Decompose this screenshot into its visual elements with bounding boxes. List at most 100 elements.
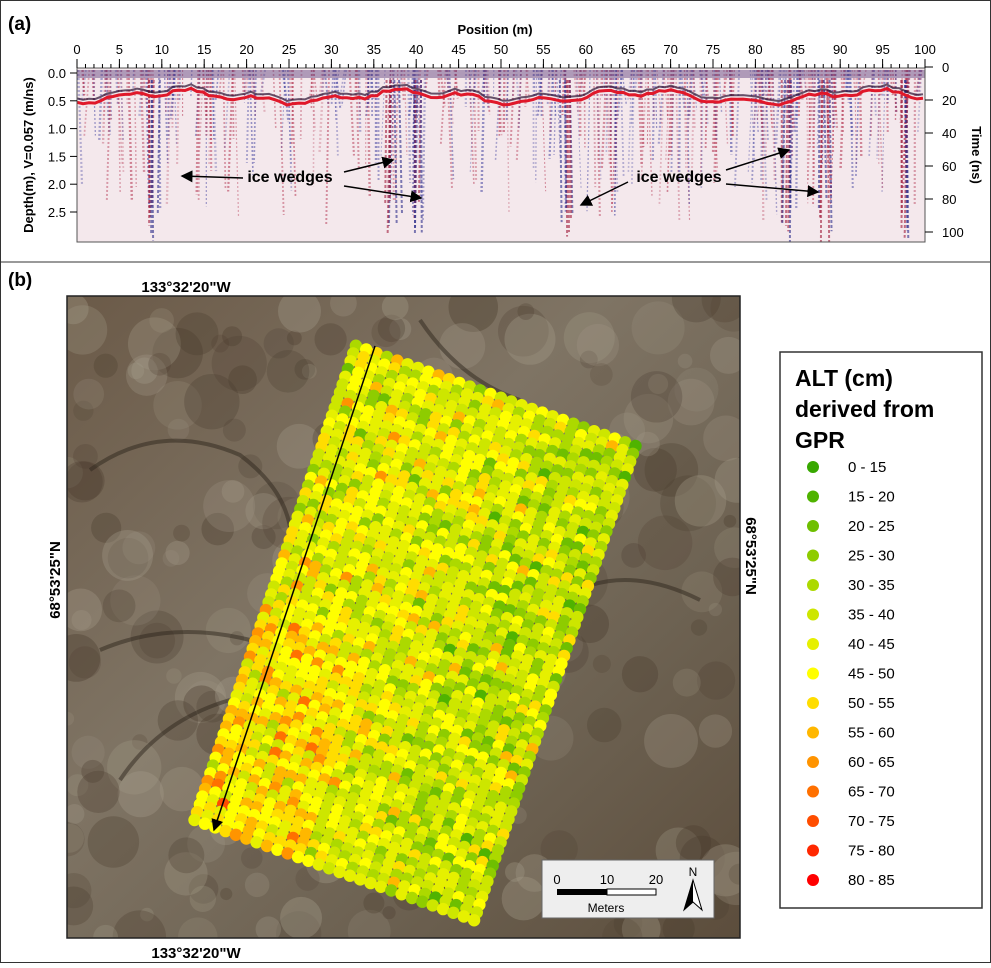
legend-title: derived from xyxy=(795,396,934,422)
x-tick-label: 95 xyxy=(875,42,889,57)
terrain-patch xyxy=(241,847,263,869)
terrain-patch xyxy=(703,415,749,461)
legend-swatch xyxy=(807,668,819,680)
legend-swatch xyxy=(807,638,819,650)
terrain-patch xyxy=(73,379,104,410)
terrain-patch xyxy=(676,825,711,860)
terrain-patch xyxy=(729,864,750,885)
panel-label: (b) xyxy=(8,270,32,291)
x-tick-label: 90 xyxy=(833,42,847,57)
x-axis-title: Position (m) xyxy=(457,22,532,37)
scale-bar: 0 10 20 Meters N xyxy=(542,860,714,918)
time-tick-label: 80 xyxy=(942,192,956,207)
legend-swatch xyxy=(807,579,819,591)
x-tick-label: 55 xyxy=(536,42,550,57)
terrain-patch xyxy=(675,475,726,526)
legend-label: 75 - 80 xyxy=(848,843,895,860)
scale-tick: 0 xyxy=(553,872,560,887)
terrain-patch xyxy=(622,656,658,692)
north-label: N xyxy=(689,865,698,879)
terrain-patch xyxy=(52,634,100,682)
depth-tick-label: 0.0 xyxy=(48,66,66,81)
time-axis-title: Time (ns) xyxy=(969,126,984,184)
legend-label: 0 - 15 xyxy=(848,459,886,476)
terrain-patch xyxy=(593,655,611,673)
latitude-label: 68°53'25"N xyxy=(47,541,64,619)
legend-label: 25 - 30 xyxy=(848,548,895,565)
near-surface-band xyxy=(77,70,925,78)
terrain-patch xyxy=(184,374,239,429)
x-tick-label: 80 xyxy=(748,42,762,57)
terrain-patch xyxy=(631,371,682,422)
terrain-patch xyxy=(139,623,175,659)
x-tick-label: 50 xyxy=(494,42,508,57)
terrain-patch xyxy=(315,323,347,355)
terrain-patch xyxy=(587,708,621,742)
terrain-patch xyxy=(54,886,93,925)
panel-label: (a) xyxy=(8,14,31,35)
terrain-patch xyxy=(382,906,395,919)
terrain-patch xyxy=(699,714,732,747)
x-tick-label: 35 xyxy=(367,42,381,57)
scale-segment xyxy=(557,889,607,895)
depth-tick-label: 0.5 xyxy=(48,94,66,109)
terrain-patch xyxy=(590,363,613,386)
x-tick-label: 45 xyxy=(451,42,465,57)
terrain-patch xyxy=(287,331,302,346)
terrain-patch xyxy=(577,324,619,366)
scale-segment xyxy=(607,889,656,895)
x-tick-label: 0 xyxy=(73,42,80,57)
legend-label: 30 - 35 xyxy=(848,577,895,594)
gpr-point xyxy=(468,914,480,926)
terrain-patch xyxy=(128,363,144,379)
legend-swatch xyxy=(807,727,819,739)
legend-label: 45 - 50 xyxy=(848,666,895,683)
terrain-patch xyxy=(363,893,384,914)
x-tick-label: 25 xyxy=(282,42,296,57)
x-tick-label: 40 xyxy=(409,42,423,57)
terrain-patch xyxy=(691,619,707,635)
terrain-patch xyxy=(280,897,322,939)
terrain-patch xyxy=(148,353,171,376)
legend-title: GPR xyxy=(795,427,845,453)
x-tick-label: 10 xyxy=(155,42,169,57)
depth-axis-title: Depth(m), V=0.057 (m/ns) xyxy=(21,77,36,233)
legend-label: 20 - 25 xyxy=(848,518,895,535)
legend-swatch xyxy=(807,786,819,798)
depth-tick-label: 2.0 xyxy=(48,177,66,192)
legend-title: ALT (cm) xyxy=(795,365,893,391)
depth-tick-label: 1.0 xyxy=(48,122,66,137)
annotation: ice wedges xyxy=(636,169,721,186)
terrain-patch xyxy=(58,294,88,324)
terrain-patch xyxy=(517,303,534,320)
terrain-patch xyxy=(678,354,693,369)
x-tick-label: 65 xyxy=(621,42,635,57)
x-tick-label: 70 xyxy=(663,42,677,57)
terrain-patch xyxy=(673,669,701,697)
legend-label: 15 - 20 xyxy=(848,489,895,506)
x-tick-label: 5 xyxy=(116,42,123,57)
depth-tick-label: 2.5 xyxy=(48,205,66,220)
terrain-patch xyxy=(59,588,102,631)
terrain-patch xyxy=(382,293,409,320)
terrain-patch xyxy=(93,925,118,950)
legend-label: 60 - 65 xyxy=(848,754,895,771)
x-tick-label: 20 xyxy=(239,42,253,57)
legend-swatch xyxy=(807,609,819,621)
terrain-patch xyxy=(330,290,357,317)
x-tick-label: 15 xyxy=(197,42,211,57)
scale-unit: Meters xyxy=(588,901,625,915)
terrain-patch xyxy=(176,312,219,355)
terrain-patch xyxy=(166,668,182,684)
terrain-patch xyxy=(190,886,216,912)
legend-label: 70 - 75 xyxy=(848,813,895,830)
legend-label: 65 - 70 xyxy=(848,784,895,801)
terrain-patch xyxy=(211,335,229,353)
terrain-patch xyxy=(644,714,698,768)
terrain-patch xyxy=(245,873,270,898)
terrain-patch xyxy=(504,314,555,365)
terrain-patch xyxy=(149,308,174,333)
x-tick-label: 100 xyxy=(914,42,936,57)
